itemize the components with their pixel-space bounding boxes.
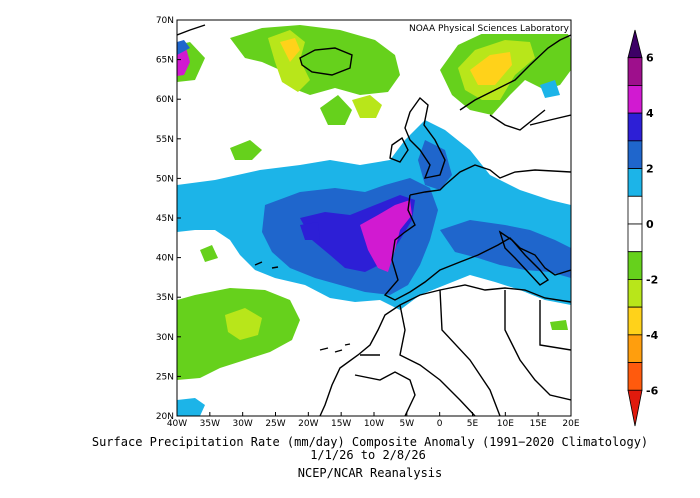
credit-box [387, 21, 570, 34]
anomaly-shading [177, 20, 571, 416]
scandinavia-coast [459, 34, 571, 131]
africa-borders [354, 289, 571, 416]
colorbar-tick-label: -4 [646, 329, 659, 342]
dry-anomaly-small-3 [352, 95, 382, 118]
caption-source: NCEP/NCAR Reanalysis [297, 466, 443, 480]
colorbar-segment [627, 223, 643, 253]
dry-anomaly-small-1 [230, 140, 262, 160]
colorbar-segment [627, 279, 643, 308]
lat-label: 20N [156, 412, 174, 422]
lon-label: 20W [298, 419, 318, 429]
lon-label: 20E [562, 419, 579, 429]
colorbar-segment [627, 57, 643, 86]
dry-core-scand-2 [470, 52, 512, 85]
lat-label: 65N [156, 56, 174, 66]
latitude-labels: 70N 65N 60N 55N 50N 45N 40N 35N 30N 25N 20N [156, 16, 181, 422]
lon-label: 30W [232, 419, 252, 429]
continent-coast [383, 164, 571, 301]
lon-label: 15W [331, 419, 351, 429]
colorbar-segment [627, 334, 643, 363]
caption-title: Surface Precipitation Rate (mm/day) Comp… [91, 435, 649, 449]
wet-anomaly-magenta-nw [177, 48, 190, 76]
colorbar-tick-label: 6 [646, 52, 654, 65]
lat-label: 50N [156, 174, 174, 184]
colorbar-segment [627, 306, 643, 336]
lat-label: 45N [156, 214, 174, 224]
lat-label: 25N [156, 372, 174, 382]
colorbar-tick-label: -6 [646, 384, 659, 397]
colorbar-segment [627, 389, 643, 427]
longitude-labels: 40W 35W 30W 25W 20W 15W 10W 5W 0 5E 10E 15E 20E [167, 412, 580, 429]
colorbar-tick-label: 2 [646, 163, 654, 176]
wet-anomaly-magenta [360, 200, 412, 272]
lat-label: 60N [156, 95, 174, 105]
lon-label: 35W [200, 419, 220, 429]
italy-coast [498, 230, 550, 286]
wet-anomaly-blue-nw [177, 40, 190, 55]
dry-anomaly-small-7 [540, 80, 560, 98]
colorbar-tick-label: 0 [646, 218, 654, 231]
dry-anomaly-small-5 [200, 245, 218, 262]
colorbar-segment [627, 29, 643, 59]
lon-label: 25W [265, 419, 285, 429]
colorbar-segment [627, 362, 643, 391]
dry-anomaly-small-2 [320, 95, 352, 125]
coastlines [177, 24, 571, 416]
lon-label: 40W [167, 419, 187, 429]
dry-core-iceland-1 [268, 30, 310, 92]
dry-core-iceland-2 [280, 38, 300, 62]
colorbar-segment [627, 195, 643, 225]
colorbar-tick-label: -2 [646, 273, 658, 286]
colorbar [627, 29, 643, 427]
lon-label: 5W [400, 419, 415, 429]
iceland-coast [299, 47, 353, 76]
wet-anomaly-cyan-south [177, 398, 205, 416]
colorbar-segment [627, 85, 643, 114]
caption-dates: 1/1/26 to 2/8/26 [310, 448, 426, 462]
lon-label: 10E [497, 419, 514, 429]
colorbar-segment [627, 168, 643, 197]
wet-anomaly-indigo-small [300, 222, 320, 240]
colorbar-segment [627, 112, 643, 142]
lon-label: 15E [530, 419, 547, 429]
lon-label: 0 [437, 419, 443, 429]
lon-label: 10W [364, 419, 384, 429]
colorbar-segment [627, 140, 643, 169]
greenland-coast [177, 24, 206, 36]
credit-label: NOAA Physical Sciences Laboratory [409, 24, 570, 34]
lat-label: 70N [156, 16, 174, 26]
dry-core-atl-1 [225, 308, 262, 340]
colorbar-labels: 6 4 2 0 -2 -4 -6 [646, 52, 659, 398]
colorbar-tick-label: 4 [646, 107, 654, 120]
ireland-coast [389, 136, 409, 163]
lat-label: 35N [156, 293, 174, 303]
lat-label: 40N [156, 254, 174, 264]
lon-label: 5E [467, 419, 479, 429]
colorbar-segment [627, 251, 643, 280]
azores-madeira-canaries [254, 261, 351, 353]
uk-coast [404, 96, 446, 179]
lat-label: 55N [156, 135, 174, 145]
lat-label: 30N [156, 333, 174, 343]
dry-anomaly-small-6 [550, 320, 568, 330]
